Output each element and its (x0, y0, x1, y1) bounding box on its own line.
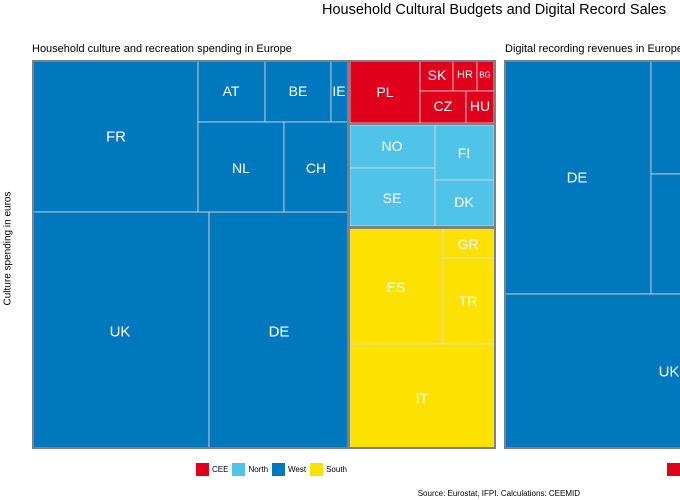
legend-label-west: West (288, 465, 307, 474)
right-tile-top-right (650, 60, 680, 175)
legend: CEE North West South (196, 463, 351, 476)
legend-swatch-south (310, 463, 324, 476)
tile-pl (349, 60, 421, 124)
tile-label-hr: HR (457, 69, 473, 81)
right-tile-label-uk: UK (659, 364, 680, 381)
legend-item-north: North (232, 463, 268, 476)
legend-label-south: South (326, 465, 347, 474)
tile-nl (197, 121, 285, 213)
tile-dk (434, 179, 495, 227)
right-legend-swatch-cee (667, 463, 680, 476)
tile-no (349, 124, 436, 169)
tile-ch (283, 121, 349, 213)
right-panel-title: Digital recording revenues in Europe (505, 43, 680, 55)
tile-label-ie: IE (332, 83, 345, 99)
tile-label-fi: FI (458, 145, 470, 161)
right-tile-label-de: DE (567, 170, 588, 187)
group-south-border (348, 227, 496, 449)
right-tile-mid-right (650, 173, 680, 295)
legend-item-cee: CEE (196, 463, 228, 476)
tile-label-nl: NL (232, 160, 250, 176)
legend-swatch-cee (196, 463, 209, 476)
legend-label-north: North (248, 465, 269, 474)
left-panel-title: Household culture and recreation spendin… (32, 43, 292, 55)
right-tile-de (504, 60, 652, 295)
tile-label-es: ES (387, 279, 406, 295)
tile-label-at: AT (223, 83, 240, 99)
tile-cz (419, 90, 467, 124)
tile-label-hu: HU (470, 98, 490, 114)
tile-de (208, 211, 349, 449)
tile-es (349, 228, 444, 345)
tile-label-pl: PL (376, 84, 393, 100)
tile-label-ch: CH (306, 160, 326, 176)
tile-label-se: SE (383, 190, 402, 206)
tile-label-sk: SK (428, 67, 447, 83)
tile-label-de: DE (269, 324, 290, 341)
source-note: Source: Eurostat, IFPI. Calculations: CE… (417, 489, 580, 498)
legend-label-cee: CEE (212, 465, 229, 474)
tile-label-uk: UK (110, 324, 131, 341)
tile-label-tr: TR (459, 293, 478, 309)
tile-label-be: BE (289, 83, 308, 99)
tile-label-cz: CZ (434, 98, 453, 114)
tile-tr (442, 257, 495, 345)
legend-item-west: West (272, 463, 306, 476)
tile-label-bg: BG (479, 71, 491, 80)
tile-label-fr: FR (106, 129, 126, 146)
legend-swatch-west (272, 463, 286, 476)
tile-se (349, 167, 436, 227)
right-group-west-border (504, 60, 680, 449)
legend-item-south: South (310, 463, 347, 476)
legend-swatch-north (232, 463, 246, 476)
chart-title: Household Cultural Budgets and Digital R… (322, 2, 667, 18)
right-tile-uk (504, 293, 680, 449)
tile-label-dk: DK (454, 194, 474, 210)
tile-it (349, 343, 495, 449)
tile-label-it: IT (416, 390, 429, 406)
tile-hu (465, 90, 495, 124)
tile-label-gr: GR (458, 236, 479, 252)
tile-label-no: NO (382, 138, 403, 154)
tile-fr (32, 60, 199, 213)
